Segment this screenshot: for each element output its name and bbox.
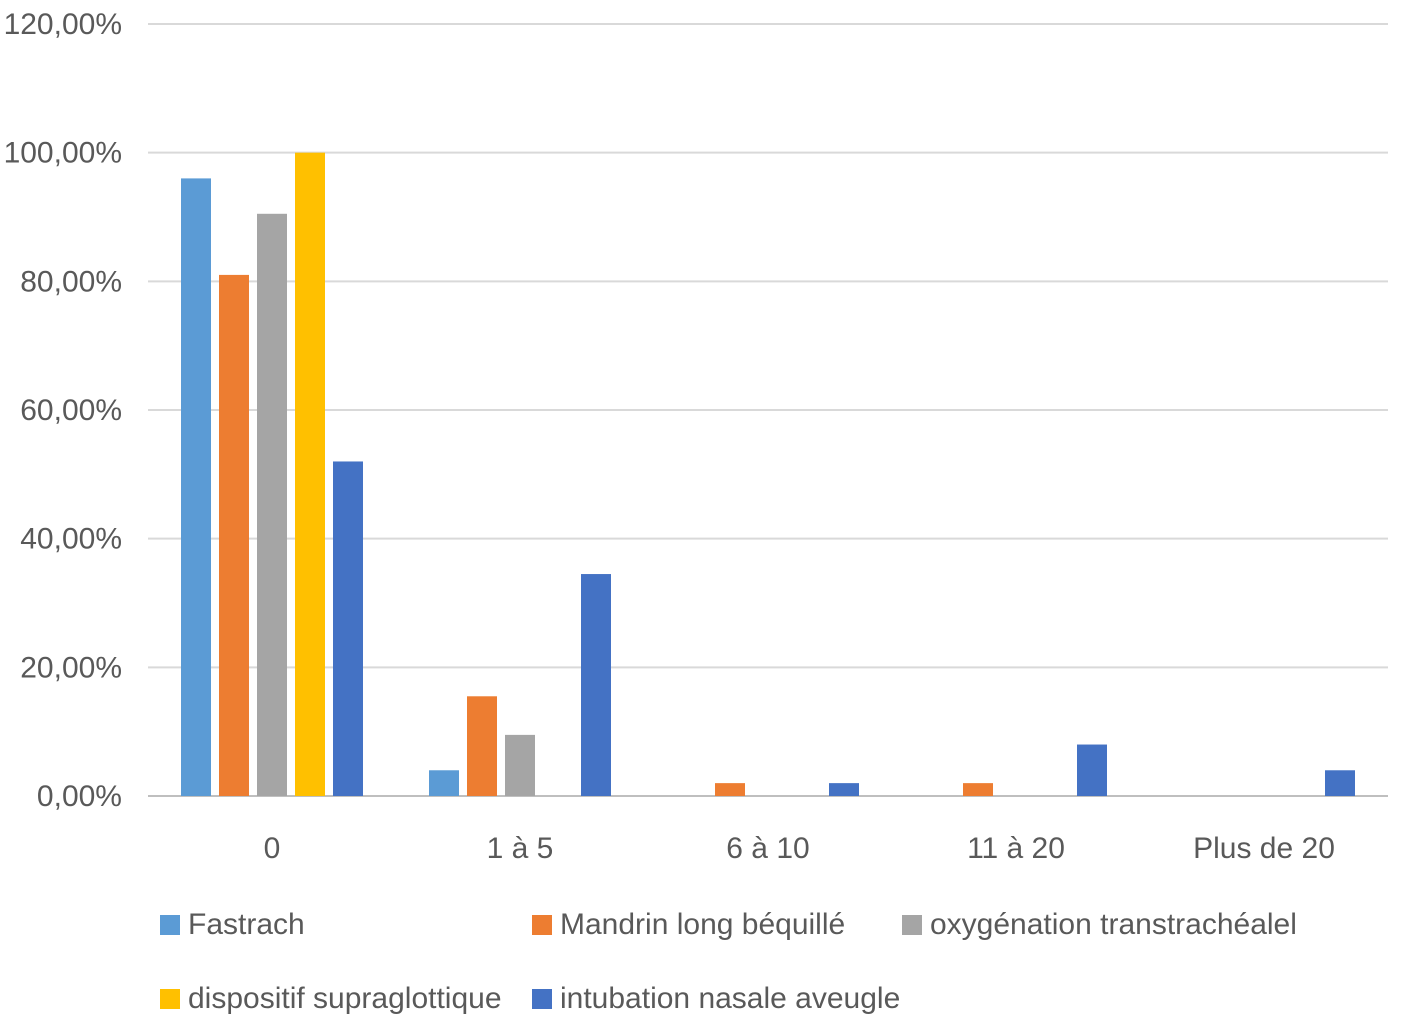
bar <box>1325 770 1355 796</box>
legend-swatch <box>902 915 922 935</box>
y-axis-tick-labels: 0,00% 20,00% 40,00% 60,00% 80,00% 100,00% 120,… <box>4 8 122 813</box>
bar <box>257 214 287 796</box>
legend-item-fastrach: Fastrach <box>160 908 532 942</box>
bars <box>181 153 1355 796</box>
legend-swatch <box>160 915 180 935</box>
legend-item-supraglottique: dispositif supraglottique <box>160 982 532 1016</box>
legend-swatch <box>160 989 180 1009</box>
bar <box>963 783 993 796</box>
legend-item-intubation: intubation nasale aveugle <box>532 982 902 1016</box>
bar-chart: 0,00% 20,00% 40,00% 60,00% 80,00% 100,00% 120,… <box>0 0 1404 900</box>
x-tick-label: 1 à 5 <box>487 832 554 865</box>
legend-label: oxygénation transtrachéalel <box>930 908 1297 942</box>
bar <box>429 770 459 796</box>
bar <box>219 275 249 796</box>
legend-item-oxygenation: oxygénation transtrachéalel <box>902 908 1322 942</box>
legend-label: dispositif supraglottique <box>188 982 502 1016</box>
bar <box>715 783 745 796</box>
x-tick-label: 6 à 10 <box>726 832 809 865</box>
bar <box>1077 745 1107 796</box>
bar <box>467 696 497 796</box>
y-tick-label: 100,00% <box>4 137 122 170</box>
bar <box>505 735 535 796</box>
legend-swatch <box>532 989 552 1009</box>
y-tick-label: 120,00% <box>4 8 122 41</box>
bar <box>829 783 859 796</box>
bar <box>333 461 363 796</box>
y-tick-label: 0,00% <box>37 780 122 813</box>
legend-swatch <box>532 915 552 935</box>
x-tick-label: 11 à 20 <box>967 832 1065 865</box>
y-tick-label: 80,00% <box>20 265 122 298</box>
legend-label: Fastrach <box>188 908 305 942</box>
legend-item-mandrin: Mandrin long béquillé <box>532 908 902 942</box>
x-tick-label: Plus de 20 <box>1193 832 1335 865</box>
y-tick-label: 40,00% <box>20 523 122 556</box>
x-tick-label: 0 <box>264 832 281 865</box>
legend: Fastrach Mandrin long béquillé oxygénati… <box>160 908 1360 1016</box>
legend-label: intubation nasale aveugle <box>560 982 900 1016</box>
bar <box>295 153 325 796</box>
bar <box>581 574 611 796</box>
y-tick-label: 60,00% <box>20 394 122 427</box>
y-tick-label: 20,00% <box>20 651 122 684</box>
x-axis-tick-labels: 0 1 à 5 6 à 10 11 à 20 Plus de 20 <box>264 832 1335 865</box>
legend-label: Mandrin long béquillé <box>560 908 845 942</box>
bar <box>181 178 211 796</box>
